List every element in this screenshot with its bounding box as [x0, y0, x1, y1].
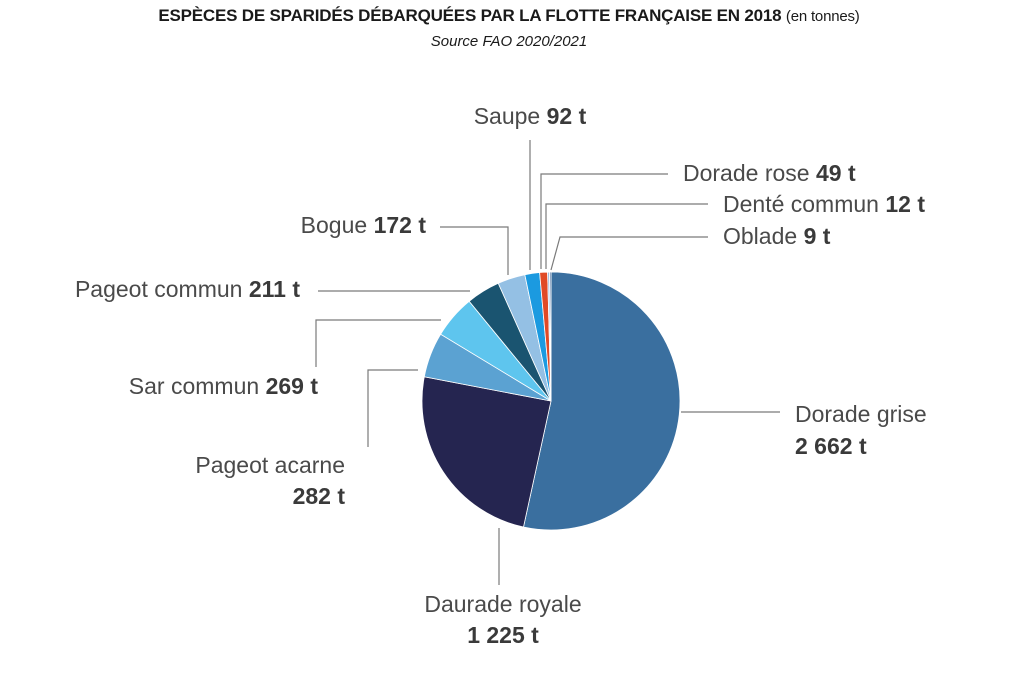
- leader-line-dorade-rose: [540, 173, 668, 269]
- slice-label-pageot-commun: Pageot commun 211 t: [75, 276, 300, 302]
- slice-value-dorade-rose: 49 t: [816, 160, 856, 186]
- slice-value-sar-commun: 269 t: [266, 373, 319, 399]
- slice-label-bogue: Bogue 172 t: [301, 212, 427, 238]
- leader-line-oblade: [550, 236, 708, 271]
- pie-slice-oblade: [549, 271, 552, 402]
- slice-label-sar-commun: Sar commun 269 t: [129, 373, 319, 399]
- chart-source: Source FAO 2020/2021: [430, 33, 588, 50]
- slice-value-dorade-grise: 2 662 t: [795, 433, 867, 459]
- slice-label-saupe: Saupe 92 t: [474, 103, 587, 129]
- slice-value-bogue: 172 t: [374, 212, 427, 238]
- chart-title-main: ESPÈCES DE SPARIDÉS DÉBARQUÉES PAR LA FL…: [158, 6, 782, 25]
- slice-value-pageot-commun: 211 t: [249, 276, 300, 302]
- leader-line-pageot-acarne: [367, 369, 418, 447]
- leader-line-dente-commun: [545, 203, 708, 269]
- leader-line-sar-commun: [315, 319, 441, 367]
- slice-value-oblade: 9 t: [804, 223, 831, 249]
- slice-label-dorade-rose: Dorade rose 49 t: [683, 160, 856, 186]
- pie-slice-daurade-royale: [421, 376, 552, 528]
- slice-label-dorade-grise: Dorade grise: [795, 401, 927, 427]
- slice-label-oblade: Oblade 9 t: [723, 223, 831, 249]
- pie-slices: [421, 271, 681, 531]
- leader-lines: [315, 140, 780, 585]
- slice-label-dente-commun: Denté commun 12 t: [723, 191, 925, 217]
- leader-line-bogue: [440, 226, 509, 275]
- slice-labels: Dorade grise 2 662 t Daurade royale 1 225 t…: [75, 103, 927, 648]
- slice-value-daurade-royale: 1 225 t: [467, 622, 539, 648]
- pie-slice-dorade-grise: [523, 271, 681, 531]
- slice-value-pageot-acarne: 282 t: [293, 483, 346, 509]
- slice-label-pageot-acarne: Pageot acarne: [195, 452, 345, 478]
- slice-value-dente-commun: 12 t: [885, 191, 925, 217]
- chart-title: ESPÈCES DE SPARIDÉS DÉBARQUÉES PAR LA FL…: [0, 6, 1018, 26]
- slice-value-saupe: 92 t: [547, 103, 587, 129]
- chart-title-unit: (en tonnes): [785, 8, 860, 25]
- slice-label-daurade-royale: Daurade royale: [424, 591, 581, 617]
